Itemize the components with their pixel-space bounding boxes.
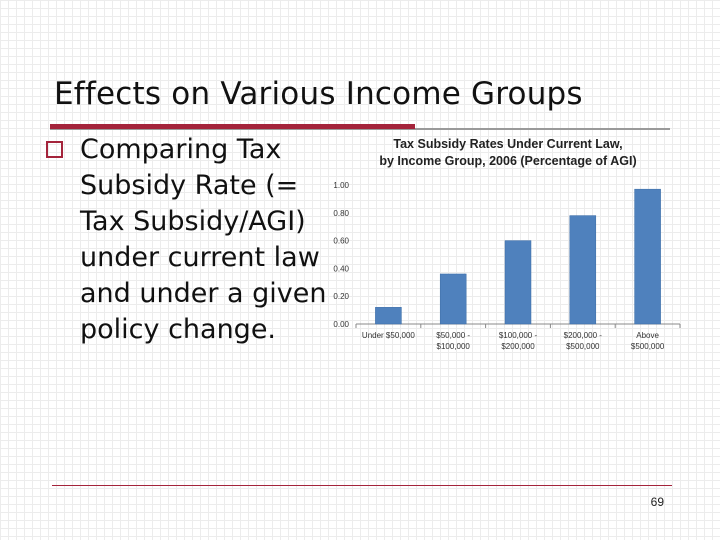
chart-title-line-1: Tax Subsidy Rates Under Current Law, [393, 137, 623, 151]
bars [375, 188, 661, 325]
bar [634, 188, 661, 325]
bullet-text: Comparing Tax Subsidy Rate (= Tax Subsid… [80, 134, 327, 345]
bar [439, 273, 467, 325]
y-tick-label: 1.00 [333, 181, 349, 190]
y-tick-label: 0.80 [333, 209, 349, 218]
title-underline [50, 128, 670, 130]
square-bullet-icon [46, 141, 63, 158]
x-tick-label: Above $500,000 [631, 331, 665, 351]
x-tick-label: $200,000 -$500,000 [564, 331, 603, 351]
y-tick-label: 0.60 [333, 237, 349, 246]
y-tick-label: 0.00 [333, 320, 349, 329]
x-axis-tick-marks [355, 324, 681, 328]
bar [375, 307, 402, 325]
y-tick-label: 0.40 [333, 264, 349, 273]
x-axis-labels: Under $50,000 $50,000 -$100,000 $100,000 -… [362, 331, 665, 351]
x-tick-label: Under $50,000 [362, 331, 415, 340]
bar [569, 215, 597, 325]
page-number: 69 [650, 495, 664, 509]
chart-title-line-2: by Income Group, 2006 (Percentage of AGI… [379, 154, 637, 168]
x-tick-label: $50,000 -$100,000 [436, 331, 470, 351]
slide-title: Effects on Various Income Groups [54, 76, 583, 112]
y-axis-ticks: 0.00 0.20 0.40 0.60 0.80 1.00 [333, 181, 349, 329]
footer-rule [52, 485, 672, 486]
title-accent-bar [50, 124, 415, 129]
y-tick-label: 0.20 [333, 292, 349, 301]
x-tick-label: $100,000 -$200,000 [499, 331, 538, 351]
bar [504, 240, 532, 325]
chart-title: Tax Subsidy Rates Under Current Law, by … [340, 136, 676, 170]
